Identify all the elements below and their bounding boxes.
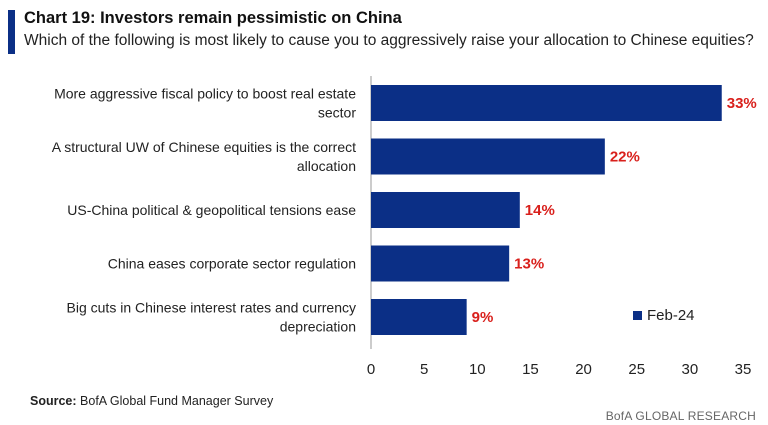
bar-3	[371, 192, 520, 228]
bar-4	[371, 245, 510, 282]
chart-subtitle: Which of the following is most likely to…	[24, 32, 754, 49]
category-label-4: China eases corporate sector regulation	[108, 256, 356, 272]
legend-label: Feb-24	[647, 307, 695, 324]
title-accent-bar	[8, 10, 15, 54]
x-tick-label-25: 25	[628, 361, 645, 378]
x-tick-label-10: 10	[469, 361, 486, 378]
source-note: Source: BofA Global Fund Manager Survey	[30, 394, 273, 408]
legend-swatch	[633, 311, 642, 320]
category-label-2-line-2: allocation	[297, 158, 356, 174]
x-tick-label-30: 30	[682, 361, 699, 378]
category-label-5-line-2: depreciation	[280, 319, 356, 335]
x-tick-label-5: 5	[420, 361, 428, 378]
bar-1	[371, 85, 722, 121]
data-label-3: 14%	[525, 202, 555, 219]
data-label-5: 9%	[472, 309, 494, 326]
category-label-5-line-1: Big cuts in Chinese interest rates and c…	[67, 300, 356, 316]
category-label-1-line-1: More aggressive fiscal policy to boost r…	[54, 86, 356, 102]
bar-5	[371, 299, 467, 335]
data-label-1: 33%	[727, 95, 757, 112]
x-tick-label-35: 35	[735, 361, 752, 378]
x-tick-label-20: 20	[575, 361, 592, 378]
data-label-4: 13%	[514, 256, 544, 273]
category-label-2-line-1: A structural UW of Chinese equities is t…	[52, 139, 356, 155]
chart-title: Chart 19: Investors remain pessimistic o…	[24, 9, 402, 27]
data-label-2: 22%	[610, 149, 640, 166]
x-tick-label-15: 15	[522, 361, 539, 378]
category-label-3: US-China political & geopolitical tensio…	[67, 202, 356, 218]
category-label-1-line-2: sector	[318, 105, 356, 121]
source-text: BofA Global Fund Manager Survey	[80, 394, 274, 408]
chart-legend: Feb-24	[633, 307, 695, 324]
bar-2	[371, 138, 605, 175]
source-label: Source:	[30, 394, 77, 408]
branding-label: BofA GLOBAL RESEARCH	[605, 409, 756, 423]
x-tick-label-0: 0	[367, 361, 375, 378]
